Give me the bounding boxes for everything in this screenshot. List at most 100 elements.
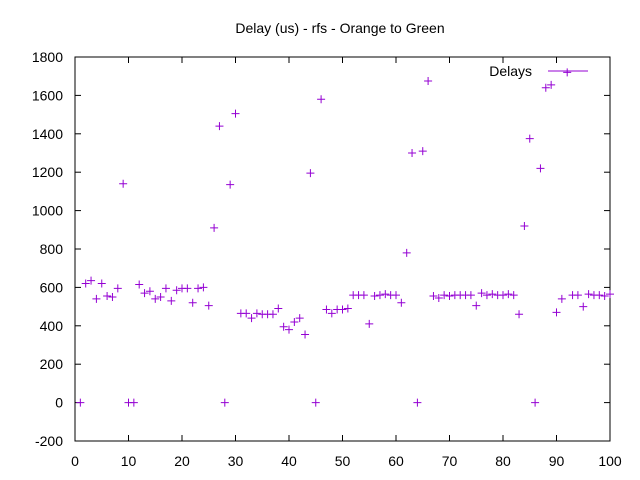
data-point bbox=[247, 314, 256, 323]
data-point bbox=[338, 305, 347, 314]
data-point bbox=[317, 95, 326, 104]
legend-label: Delays bbox=[489, 63, 532, 79]
data-point bbox=[311, 398, 320, 407]
data-point bbox=[252, 309, 261, 318]
y-tick-label: 400 bbox=[40, 318, 64, 334]
data-point bbox=[135, 280, 144, 289]
data-point bbox=[525, 134, 534, 143]
data-point bbox=[499, 291, 507, 300]
data-point bbox=[584, 290, 593, 299]
data-point bbox=[231, 109, 240, 118]
data-points bbox=[76, 68, 614, 407]
data-point bbox=[87, 276, 96, 285]
data-point bbox=[413, 398, 422, 407]
x-tick-label: 50 bbox=[335, 453, 351, 469]
data-point bbox=[440, 291, 449, 300]
data-point bbox=[103, 292, 112, 301]
data-point bbox=[327, 309, 336, 318]
data-point bbox=[145, 287, 154, 296]
data-point bbox=[279, 322, 288, 331]
x-tick-label: 80 bbox=[495, 453, 511, 469]
data-point bbox=[370, 292, 379, 301]
data-point bbox=[226, 180, 235, 189]
data-point bbox=[392, 291, 400, 300]
data-point bbox=[215, 122, 224, 131]
data-point bbox=[220, 398, 229, 407]
x-axis: 0 10 20 30 40 50 60 70 80 90 100 bbox=[71, 57, 622, 469]
plot-frame bbox=[74, 56, 611, 442]
data-point bbox=[306, 169, 315, 178]
data-point bbox=[397, 298, 406, 307]
data-point bbox=[606, 290, 614, 299]
data-point bbox=[600, 292, 609, 301]
data-point bbox=[295, 314, 304, 323]
data-point bbox=[76, 398, 85, 407]
data-point bbox=[129, 398, 138, 407]
data-point bbox=[183, 284, 192, 293]
data-point bbox=[204, 301, 213, 310]
data-point bbox=[161, 284, 170, 293]
data-point bbox=[477, 289, 486, 298]
y-tick-label: 1800 bbox=[32, 49, 63, 65]
data-point bbox=[531, 398, 540, 407]
y-tick-label: 1600 bbox=[32, 87, 63, 103]
data-point bbox=[172, 286, 181, 295]
data-point bbox=[301, 330, 310, 339]
x-tick-label: 90 bbox=[549, 453, 565, 469]
data-point bbox=[167, 296, 176, 305]
y-axis: -200 0 200 400 600 800 1000 1200 1400 1600 1800 bbox=[32, 49, 610, 449]
y-tick-label: 600 bbox=[40, 279, 64, 295]
x-tick-label: 30 bbox=[228, 453, 244, 469]
data-point bbox=[285, 325, 293, 334]
x-tick-label: 20 bbox=[174, 453, 190, 469]
x-tick-label: 0 bbox=[71, 453, 79, 469]
data-point bbox=[579, 302, 588, 311]
data-point bbox=[509, 291, 518, 300]
data-point bbox=[557, 294, 566, 303]
data-point bbox=[188, 298, 197, 307]
legend: Delays bbox=[489, 63, 588, 79]
data-point bbox=[365, 319, 374, 328]
data-point bbox=[81, 279, 90, 288]
data-point bbox=[194, 284, 203, 293]
x-tick-label: 10 bbox=[121, 453, 137, 469]
data-point bbox=[504, 290, 513, 299]
data-point bbox=[359, 291, 368, 300]
chart-title: Delay (us) - rfs - Orange to Green bbox=[235, 20, 444, 36]
data-point bbox=[472, 301, 481, 310]
data-point bbox=[541, 83, 550, 92]
data-point bbox=[429, 292, 438, 301]
data-point bbox=[375, 291, 384, 300]
data-point bbox=[547, 80, 556, 89]
y-tick-label: -200 bbox=[35, 433, 63, 449]
data-point bbox=[488, 290, 497, 299]
data-point bbox=[482, 291, 491, 300]
data-point bbox=[210, 223, 219, 232]
y-tick-label: 1200 bbox=[32, 164, 63, 180]
x-tick-label: 40 bbox=[281, 453, 297, 469]
data-point bbox=[119, 179, 128, 188]
data-point bbox=[573, 291, 582, 300]
data-point bbox=[381, 290, 390, 299]
data-point bbox=[515, 310, 524, 319]
x-tick-label: 70 bbox=[442, 453, 458, 469]
x-tick-label: 60 bbox=[388, 453, 404, 469]
data-point bbox=[151, 294, 160, 303]
y-tick-label: 200 bbox=[40, 356, 64, 372]
data-point bbox=[108, 293, 117, 301]
y-tick-label: 800 bbox=[40, 241, 64, 257]
y-tick-label: 1400 bbox=[32, 126, 63, 142]
data-point bbox=[595, 291, 604, 300]
data-point bbox=[402, 248, 411, 257]
data-point bbox=[274, 304, 283, 313]
data-point bbox=[536, 164, 545, 173]
data-point bbox=[242, 309, 251, 318]
data-point bbox=[97, 279, 106, 288]
data-point bbox=[343, 304, 352, 313]
data-point bbox=[156, 293, 165, 301]
data-point bbox=[520, 221, 529, 230]
data-point bbox=[466, 291, 475, 300]
data-point bbox=[268, 310, 277, 319]
data-point bbox=[140, 289, 149, 298]
